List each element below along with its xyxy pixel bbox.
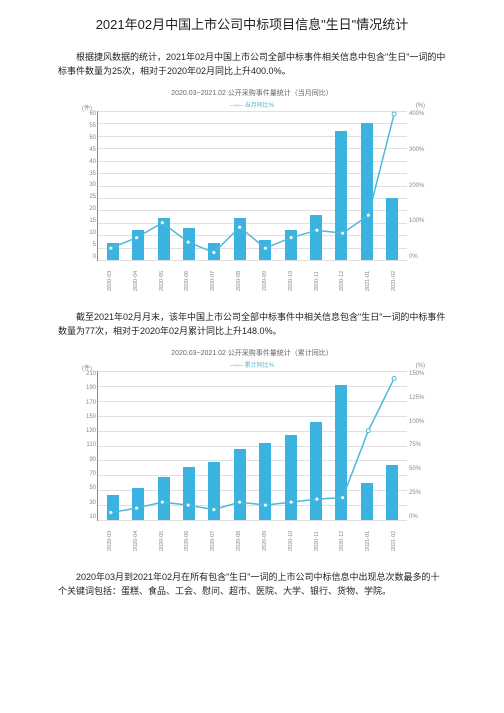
chart-2-bars [98, 371, 407, 520]
bar [234, 449, 246, 520]
bar [183, 228, 195, 260]
bar [158, 477, 170, 520]
chart-1-y-left-labels: 605550454035302520151050 [82, 111, 96, 260]
chart-2-title: 2020.03~2021.02 公开采购事件量统计（累计同比） [77, 348, 427, 358]
bar [386, 198, 398, 260]
bar [259, 443, 271, 520]
chart-2-y-right-title: (%) [416, 363, 425, 369]
bar [259, 240, 271, 260]
bar [310, 215, 322, 260]
chart-1-area: (件) (%) 605550454035302520151050 400%300… [97, 111, 407, 261]
bar [361, 123, 373, 260]
bar [132, 230, 144, 260]
chart-2-y-right-labels: 150%125%100%75%50%25%0% [409, 371, 429, 520]
chart-2-area: (件) (%) 2101901701501301109070503010 150… [97, 371, 407, 521]
paragraph-3: 2020年03月到2021年02月在所有包含"生日"一词的上市公司中标信息中出现… [58, 571, 446, 598]
bar [234, 218, 246, 260]
chart-2-legend: 累计同比% [77, 360, 427, 369]
page-title: 2021年02月中国上市公司中标项目信息"生日"情况统计 [40, 14, 464, 33]
chart-1-bars [98, 111, 407, 260]
bar [107, 495, 119, 520]
chart-1-x-labels: 2020-032020-042020-052020-062020-072020-… [97, 263, 407, 291]
chart-2-x-labels: 2020-032020-042020-052020-062020-072020-… [97, 523, 407, 551]
bar [132, 488, 144, 520]
document-page: 2021年02月中国上市公司中标项目信息"生日"情况统计 根据捷风数据的统计，2… [0, 0, 504, 618]
bar [335, 385, 347, 520]
chart-2-y-left-labels: 2101901701501301109070503010 [82, 371, 96, 520]
chart-1-y-right-labels: 400%300%200%100%0% [409, 111, 429, 260]
chart-1-legend: 当月同比% [77, 100, 427, 109]
bar [285, 435, 297, 520]
bar [208, 243, 220, 260]
bar [208, 462, 220, 520]
chart-1-y-right-title: (%) [416, 103, 425, 109]
bar [361, 483, 373, 520]
bar [107, 243, 119, 260]
chart-1-title: 2020.03~2021.02 公开采购事件量统计（当月同比） [77, 88, 427, 98]
paragraph-2: 截至2021年02月月末，该年中国上市公司全部中标事件中相关信息包含"生日"一词… [58, 311, 446, 338]
chart-2: 2020.03~2021.02 公开采购事件量统计（累计同比） 累计同比% (件… [77, 348, 427, 551]
bar [335, 131, 347, 260]
bar [310, 422, 322, 520]
paragraph-1: 根据捷风数据的统计，2021年02月中国上市公司全部中标事件相关信息中包含"生日… [58, 51, 446, 78]
bar [158, 218, 170, 260]
bar [285, 230, 297, 260]
bar [183, 467, 195, 520]
chart-1: 2020.03~2021.02 公开采购事件量统计（当月同比） 当月同比% (件… [77, 88, 427, 291]
bar [386, 465, 398, 520]
